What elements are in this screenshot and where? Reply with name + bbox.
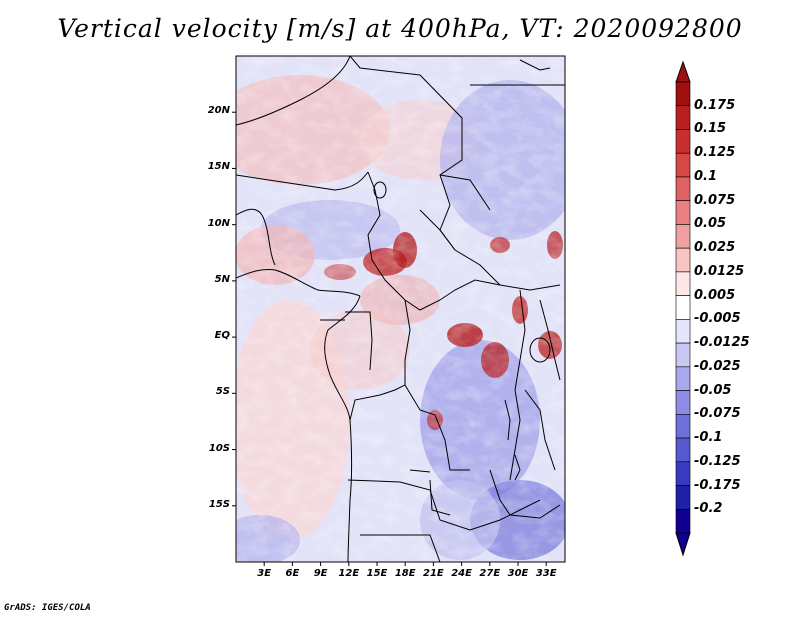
colorbar-swatch [675, 390, 691, 415]
colorbar-swatch [675, 224, 691, 249]
colorbar-swatch [675, 176, 691, 201]
lon-label: 21E [423, 568, 444, 579]
lon-label: 6E [285, 568, 300, 579]
colorbar-swatch [675, 414, 691, 439]
colorbar-label: 0.175 [694, 97, 736, 113]
colorbar-label: -0.075 [694, 406, 741, 422]
colorbar-label: -0.05 [694, 382, 732, 398]
colorbar-swatch [675, 366, 691, 391]
colorbar-label: -0.125 [694, 453, 741, 469]
colorbar-label: -0.0125 [694, 335, 750, 351]
colorbar-swatch [675, 461, 691, 486]
colorbar-label: 0.005 [694, 287, 736, 303]
colorbar-top-arrow [675, 60, 691, 83]
colorbar-label: -0.005 [694, 311, 741, 327]
colorbar-bottom-arrow [675, 532, 691, 557]
map-frame [235, 55, 566, 563]
colorbar-label: -0.175 [694, 477, 741, 493]
lat-label: EQ [214, 330, 230, 342]
colorbar-swatch [675, 437, 691, 463]
lat-label: 5S [215, 386, 230, 398]
colorbar-swatch [675, 342, 691, 368]
colorbar-swatch [675, 129, 691, 154]
colorbar-swatch [675, 485, 691, 510]
colorbar-swatch [675, 247, 691, 273]
colorbar-label: -0.1 [694, 430, 723, 446]
colorbar-label: 0.125 [694, 145, 736, 161]
lat-label: 10S [208, 442, 230, 454]
colorbar-swatch [675, 152, 691, 178]
colorbar-swatch [675, 81, 691, 107]
lat-label: 5N [214, 273, 230, 285]
lon-label: 30E [507, 568, 529, 579]
colorbar-swatch [675, 319, 691, 344]
colorbar-swatch [675, 295, 691, 320]
lat-label: 15N [207, 161, 230, 173]
axis-ticks [232, 111, 547, 566]
colorbar-label: 0.025 [694, 240, 736, 256]
chart-title: Vertical velocity [m/s] at 400hPa, VT: 2… [57, 14, 743, 43]
colorbar [675, 60, 691, 557]
lat-label: 20N [207, 105, 230, 117]
lon-label: 24E [451, 568, 472, 579]
colorbar-label: -0.2 [694, 501, 723, 517]
country-borders [236, 56, 565, 562]
lon-label: 12E [338, 568, 360, 579]
colorbar-swatch [675, 105, 691, 130]
credit-text: GrADS: IGES/COLA [4, 603, 91, 613]
colorbar-label: 0.1 [694, 168, 718, 184]
colorbar-swatch [675, 271, 691, 296]
lat-label: 15S [208, 498, 230, 510]
colorbar-swatch [675, 200, 691, 225]
colorbar-label: 0.075 [694, 192, 736, 208]
lon-label: 9E [313, 568, 328, 579]
colorbar-label: 0.05 [694, 216, 727, 232]
colorbar-label: 0.0125 [694, 263, 745, 279]
velocity-field [236, 56, 565, 562]
lat-label: 10N [207, 217, 230, 229]
lon-label: 18E [394, 568, 416, 579]
lakes [373, 181, 551, 481]
colorbar-label: 0.15 [694, 121, 727, 137]
colorbar-swatch [675, 508, 691, 534]
lon-label: 33E [535, 568, 557, 579]
lon-label: 3E [257, 568, 272, 579]
lon-label: 15E [366, 568, 388, 579]
lon-label: 27E [479, 568, 501, 579]
colorbar-label: -0.025 [694, 358, 741, 374]
